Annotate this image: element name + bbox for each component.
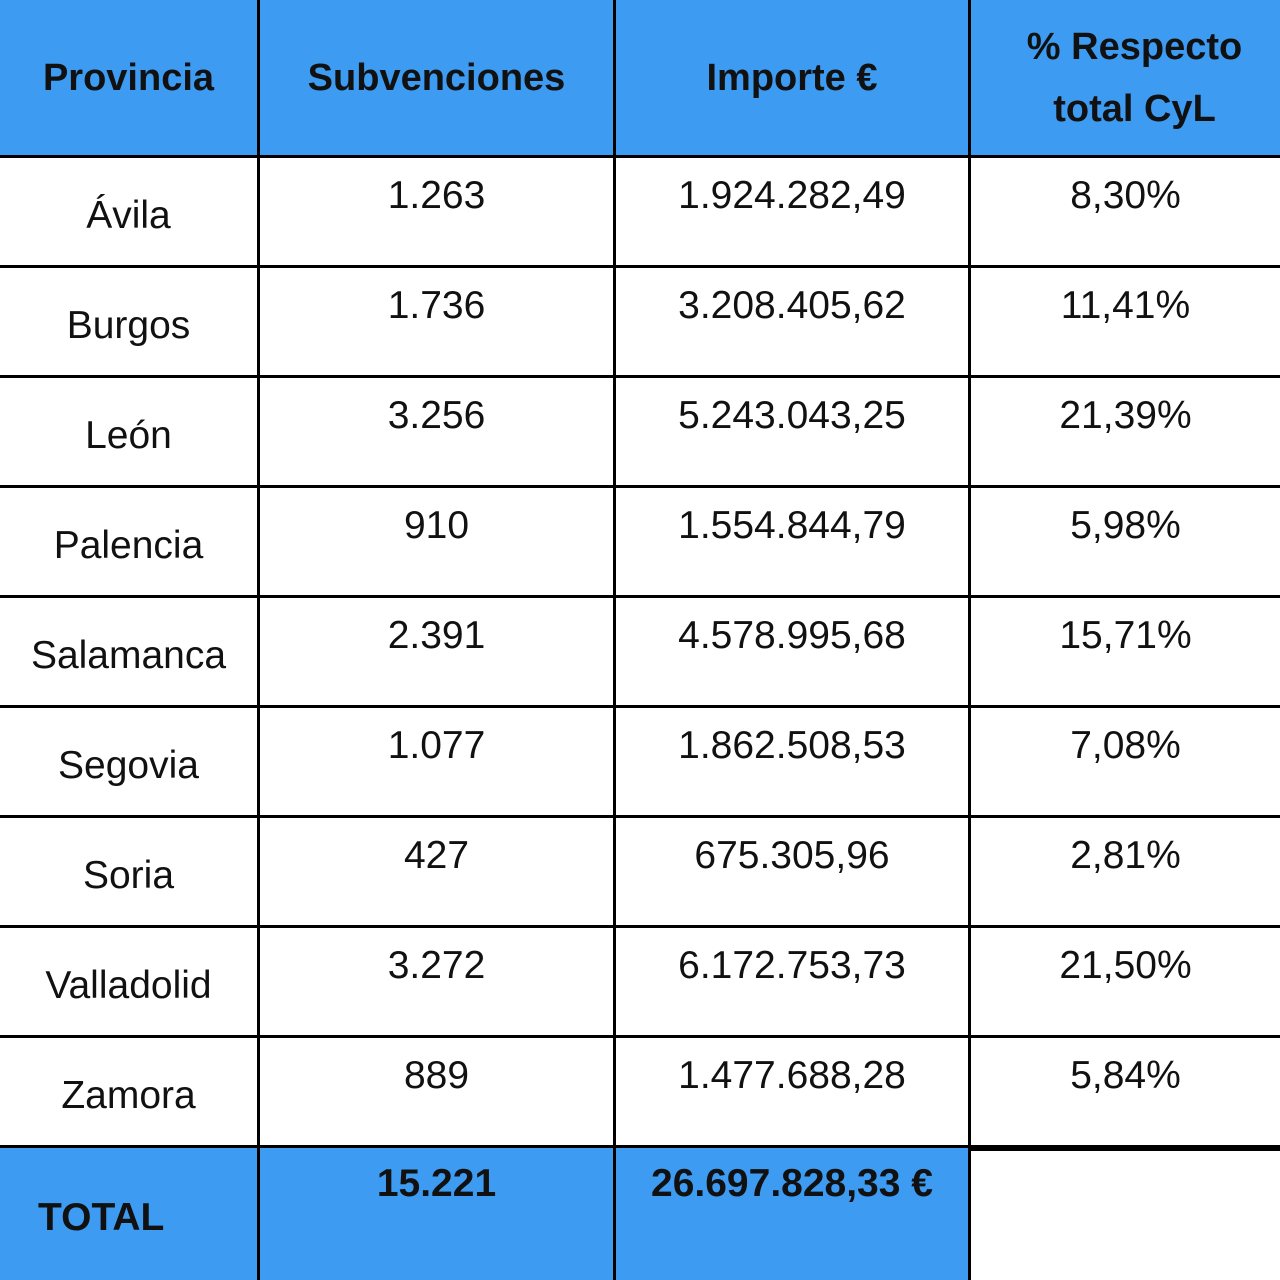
cell-importe: 675.305,96 [616, 818, 971, 928]
table-row: León 3.256 5.243.043,25 21,39% [0, 378, 1280, 488]
cell-importe: 4.578.995,68 [616, 598, 971, 708]
cell-provincia: Ávila [0, 158, 260, 268]
cell-importe: 3.208.405,62 [616, 268, 971, 378]
cell-subvenciones: 1.263 [260, 158, 616, 268]
table-row: Segovia 1.077 1.862.508,53 7,08% [0, 708, 1280, 818]
cell-subvenciones: 3.256 [260, 378, 616, 488]
table-row: Burgos 1.736 3.208.405,62 11,41% [0, 268, 1280, 378]
table-row: Ávila 1.263 1.924.282,49 8,30% [0, 158, 1280, 268]
table-footer: TOTAL 15.221 26.697.828,33 € [0, 1148, 1280, 1280]
table-row: Salamanca 2.391 4.578.995,68 15,71% [0, 598, 1280, 708]
header-importe: Importe € [616, 0, 971, 158]
header-provincia: Provincia [0, 0, 260, 158]
cell-subvenciones: 910 [260, 488, 616, 598]
cell-subvenciones: 3.272 [260, 928, 616, 1038]
cell-provincia: Segovia [0, 708, 260, 818]
table-row: Soria 427 675.305,96 2,81% [0, 818, 1280, 928]
table-header: Provincia Subvenciones Importe € % Respe… [0, 0, 1280, 158]
table-row: Palencia 910 1.554.844,79 5,98% [0, 488, 1280, 598]
cell-provincia: Soria [0, 818, 260, 928]
cell-porcentaje: 21,50% [971, 928, 1280, 1038]
table-body: Ávila 1.263 1.924.282,49 8,30% Burgos 1.736 3.… [0, 158, 1280, 1148]
total-importe: 26.697.828,33 € [616, 1148, 971, 1280]
cell-importe: 1.554.844,79 [616, 488, 971, 598]
cell-importe: 1.862.508,53 [616, 708, 971, 818]
cell-porcentaje: 2,81% [971, 818, 1280, 928]
cell-provincia: Valladolid [0, 928, 260, 1038]
cell-importe: 6.172.753,73 [616, 928, 971, 1038]
cell-importe: 1.477.688,28 [616, 1038, 971, 1148]
cell-subvenciones: 427 [260, 818, 616, 928]
cell-provincia: Burgos [0, 268, 260, 378]
cell-importe: 1.924.282,49 [616, 158, 971, 268]
cell-porcentaje: 15,71% [971, 598, 1280, 708]
cell-provincia: Palencia [0, 488, 260, 598]
cell-subvenciones: 1.736 [260, 268, 616, 378]
cell-porcentaje: 7,08% [971, 708, 1280, 818]
cell-porcentaje: 8,30% [971, 158, 1280, 268]
header-porcentaje: % Respecto total CyL [971, 0, 1280, 158]
cell-porcentaje: 21,39% [971, 378, 1280, 488]
cell-subvenciones: 2.391 [260, 598, 616, 708]
total-porcentaje [971, 1148, 1280, 1280]
total-label: TOTAL [0, 1148, 260, 1280]
cell-subvenciones: 1.077 [260, 708, 616, 818]
header-row: Provincia Subvenciones Importe € % Respe… [0, 0, 1280, 158]
cell-porcentaje: 11,41% [971, 268, 1280, 378]
cell-provincia: León [0, 378, 260, 488]
total-subvenciones: 15.221 [260, 1148, 616, 1280]
table-row: Zamora 889 1.477.688,28 5,84% [0, 1038, 1280, 1148]
cell-importe: 5.243.043,25 [616, 378, 971, 488]
table-row: Valladolid 3.272 6.172.753,73 21,50% [0, 928, 1280, 1038]
cell-provincia: Salamanca [0, 598, 260, 708]
cell-porcentaje: 5,84% [971, 1038, 1280, 1148]
cell-porcentaje: 5,98% [971, 488, 1280, 598]
header-subvenciones: Subvenciones [260, 0, 616, 158]
total-row: TOTAL 15.221 26.697.828,33 € [0, 1148, 1280, 1280]
cell-provincia: Zamora [0, 1038, 260, 1148]
cell-subvenciones: 889 [260, 1038, 616, 1148]
